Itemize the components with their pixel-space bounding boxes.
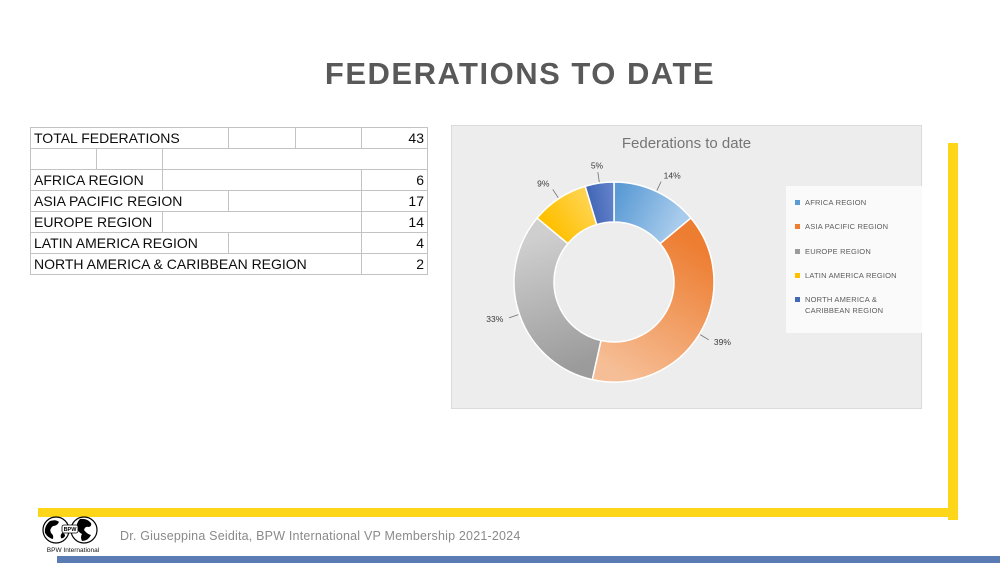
region-label-cell: ASIA PACIFIC REGION — [29, 190, 230, 212]
table-row — [29, 148, 428, 170]
legend-label: NORTH AMERICA & CARIBBEAN REGION — [805, 295, 884, 316]
label-leader-line — [508, 314, 519, 319]
region-label-cell: EUROPE REGION — [29, 211, 164, 233]
legend-swatch-icon — [795, 224, 800, 230]
count-cell: 2 — [360, 253, 429, 275]
bpw-logo: BPW BPW International — [38, 515, 108, 561]
empty-cell — [228, 127, 296, 149]
label-leader-line — [597, 172, 600, 183]
bpw-globes-icon: BPW — [42, 516, 98, 544]
label-leader-line — [552, 189, 559, 198]
region-label-cell: AFRICA REGION — [29, 169, 164, 191]
legend-item: NORTH AMERICA & CARIBBEAN REGION — [795, 294, 918, 317]
legend-label: LATIN AMERICA REGION — [805, 270, 897, 280]
region-label-cell: LATIN AMERICA REGION — [29, 232, 230, 254]
label-leader-line — [700, 334, 709, 341]
donut-slice-europe-region — [513, 216, 602, 381]
empty-cell — [162, 169, 362, 191]
legend-label: ASIA PACIFIC REGION — [805, 222, 889, 232]
percent-label: 5% — [591, 160, 604, 170]
percent-label: 14% — [664, 170, 681, 180]
percent-label: 39% — [714, 337, 731, 347]
percent-label: 9% — [537, 179, 550, 189]
chart-legend: AFRICA REGION ASIA PACIFIC REGION EUROPE R… — [786, 186, 922, 333]
legend-item: EUROPE REGION — [795, 246, 918, 257]
donut-chart: 14% 39% 33% 9% 5% — [486, 160, 731, 383]
percent-label: 33% — [486, 314, 503, 324]
accent-bar-bottom — [57, 556, 1000, 563]
empty-cell — [162, 211, 362, 233]
footer-credit: Dr. Giuseppina Seidita, BPW Internationa… — [120, 529, 521, 543]
empty-cell — [228, 190, 362, 212]
page-title: FEDERATIONS TO DATE — [324, 56, 716, 91]
empty-cell — [228, 232, 362, 254]
table-row: LATIN AMERICA REGION 4 — [29, 232, 429, 254]
region-label-cell: TOTAL FEDERATIONS — [29, 127, 230, 149]
legend-item: ASIA PACIFIC REGION — [795, 221, 918, 232]
count-cell: 43 — [360, 127, 429, 149]
legend-swatch-icon — [795, 272, 800, 278]
count-cell: 17 — [360, 190, 429, 212]
chart-panel: Federations to date 14% 39% 33% 9% 5% AFRICA… — [451, 125, 922, 409]
legend-label: EUROPE REGION — [805, 246, 871, 256]
logo-caption: BPW International — [46, 547, 100, 554]
legend-swatch-icon — [795, 248, 800, 254]
legend-item: LATIN AMERICA REGION — [795, 270, 918, 281]
legend-swatch-icon — [795, 200, 800, 205]
legend-label: AFRICA REGION — [805, 198, 867, 207]
count-cell: 14 — [360, 211, 429, 233]
label-leader-line — [656, 181, 662, 191]
empty-cell — [29, 148, 98, 170]
legend-swatch-icon — [795, 297, 800, 302]
federations-table: TOTAL FEDERATIONS 43 AFRICA REGION 6 ASIA PA… — [29, 127, 429, 275]
accent-bar-vertical — [948, 143, 958, 520]
table-row: ASIA PACIFIC REGION 17 — [29, 190, 429, 212]
accent-bar-horizontal — [38, 508, 958, 517]
chart-title: Federations to date — [621, 135, 752, 152]
count-cell: 4 — [360, 232, 429, 254]
count-cell: 6 — [360, 169, 429, 191]
federations-table-body: TOTAL FEDERATIONS 43 AFRICA REGION 6 ASIA PA… — [29, 127, 429, 275]
legend-item: AFRICA REGION — [795, 197, 918, 208]
empty-cell — [162, 148, 428, 170]
table-row: NORTH AMERICA & CARIBBEAN REGION 2 — [30, 253, 429, 275]
empty-cell — [294, 127, 362, 149]
empty-cell — [96, 148, 164, 170]
table-row: AFRICA REGION 6 — [29, 169, 429, 191]
donut-slice-asia-pacific-region — [591, 216, 715, 383]
table-row: TOTAL FEDERATIONS 43 — [29, 127, 429, 149]
donut-slice-north-america-caribbean-region — [584, 181, 615, 226]
table-row: EUROPE REGION 14 — [29, 211, 429, 233]
region-label-cell: NORTH AMERICA & CARIBBEAN REGION — [30, 253, 362, 275]
logo-bpw-text: BPW — [64, 527, 78, 533]
